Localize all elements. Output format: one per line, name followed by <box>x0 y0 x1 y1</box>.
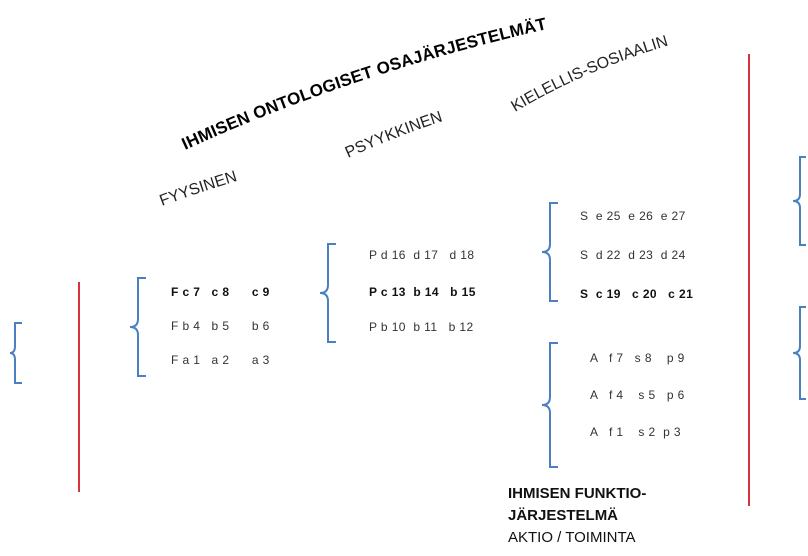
fyysinen-row-a: F a 1 a 2 a 3 <box>171 353 270 367</box>
bracket-right-top <box>792 156 806 246</box>
divider-left <box>78 282 80 492</box>
bracket-right-bottom <box>792 306 806 400</box>
header-psyykkinen: PSYYKKINEN <box>343 109 445 162</box>
bracket-fyysinen <box>129 277 146 377</box>
psyykkinen-row-b: P b 10 b 11 b 12 <box>369 320 474 334</box>
caption-line2: JÄRJESTELMÄ <box>508 507 619 524</box>
bracket-sosiaalinen <box>541 202 558 302</box>
aktio-row-f7: A f 7 s 8 p 9 <box>590 351 685 365</box>
sosiaalinen-row-e: S e 25 e 26 e 27 <box>580 209 686 223</box>
aktio-row-f4: A f 4 s 5 p 6 <box>590 388 685 402</box>
bracket-aktio <box>541 342 558 468</box>
divider-right <box>748 54 750 506</box>
diagram-title: IHMISEN ONTOLOGISET OSAJÄRJESTELMÄT <box>179 14 549 153</box>
sosiaalinen-row-c: S c 19 c 20 c 21 <box>580 287 694 301</box>
caption-line1: IHMISEN FUNKTIO- <box>508 485 647 502</box>
sosiaalinen-row-d: S d 22 d 23 d 24 <box>580 248 686 262</box>
psyykkinen-row-d: P d 16 d 17 d 18 <box>369 248 475 262</box>
fyysinen-row-b: F b 4 b 5 b 6 <box>171 319 270 333</box>
bracket-psyykkinen <box>319 243 336 343</box>
caption-line3: AKTIO / TOIMINTA <box>508 529 636 546</box>
aktio-row-f1: A f 1 s 2 p 3 <box>590 425 681 439</box>
psyykkinen-row-c: P c 13 b 14 b 15 <box>369 285 476 299</box>
bracket-far-left <box>9 322 22 384</box>
fyysinen-row-c: F c 7 c 8 c 9 <box>171 285 270 299</box>
header-fyysinen: FYYSINEN <box>157 168 238 210</box>
caption: IHMISEN FUNKTIO- JÄRJESTELMÄ AKTIO / TOI… <box>508 483 646 549</box>
header-kielellis-sosiaalinen: KIELELLIS-SOSIAALINEN <box>0 0 670 115</box>
